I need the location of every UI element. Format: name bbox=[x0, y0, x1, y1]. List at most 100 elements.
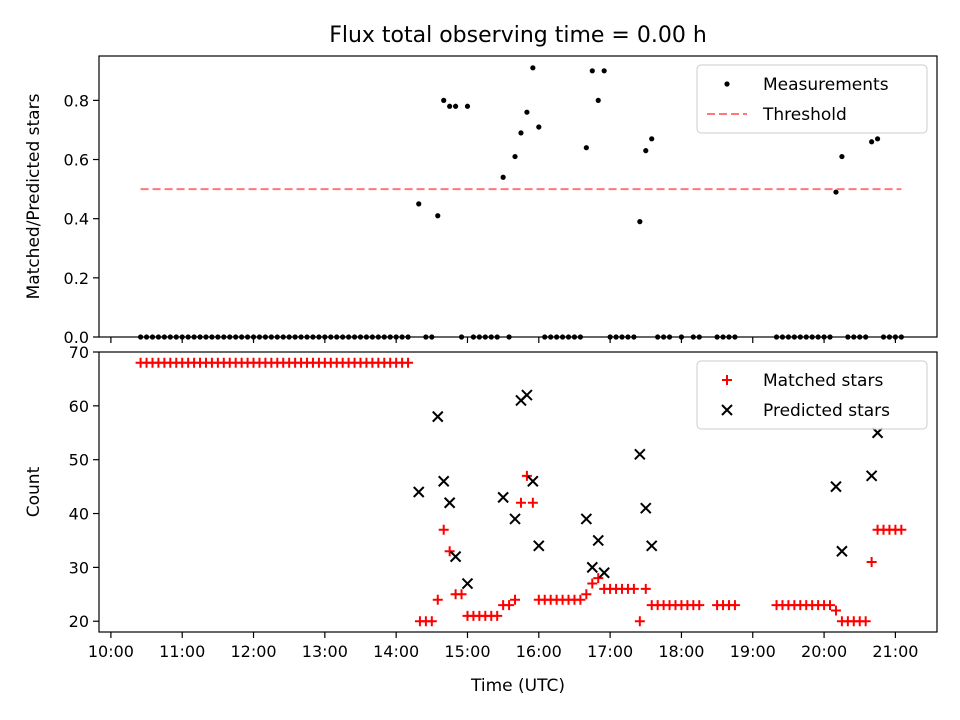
measurement-point bbox=[524, 109, 530, 115]
x-tick-label: 16:00 bbox=[516, 642, 562, 661]
measurement-point bbox=[191, 334, 197, 340]
predicted-star-point bbox=[634, 448, 646, 461]
measurement-point bbox=[286, 334, 292, 340]
measurement-point bbox=[898, 334, 904, 340]
measurement-point bbox=[470, 334, 477, 340]
measurement-point bbox=[809, 334, 815, 340]
measurement-point bbox=[227, 334, 233, 340]
predicted-star-point bbox=[438, 475, 450, 487]
matched-star-point bbox=[403, 357, 414, 368]
measurement-point bbox=[696, 334, 702, 340]
measurement-point bbox=[655, 334, 661, 340]
measurement-point bbox=[607, 334, 613, 340]
measurement-point bbox=[565, 334, 572, 340]
measurement-point bbox=[298, 334, 304, 340]
y-tick-label: 0.2 bbox=[64, 269, 89, 288]
measurement-point bbox=[554, 334, 560, 340]
measurement-point bbox=[351, 334, 358, 340]
y-axis-label: Matched/Predicted stars bbox=[24, 93, 44, 299]
measurement-point bbox=[387, 334, 393, 340]
measurement-point bbox=[221, 334, 227, 340]
matched-star-point bbox=[510, 594, 521, 605]
measurement-point bbox=[322, 334, 328, 340]
legend-marker bbox=[722, 375, 732, 385]
matched-star-point bbox=[521, 470, 532, 481]
matched-star-point bbox=[515, 497, 526, 508]
y-tick-label: 0.6 bbox=[64, 151, 89, 170]
legend-label: Matched stars bbox=[763, 371, 883, 391]
measurement-point bbox=[143, 334, 150, 340]
measurement-point bbox=[239, 334, 245, 340]
measurement-point bbox=[720, 334, 726, 340]
top-plot-panel: 0.0 0.2 0.4 0.6 0.8 Matched/Predicted stars Me… bbox=[24, 55, 938, 347]
legend-label: Predicted stars bbox=[763, 401, 890, 421]
legend-label: Measurements bbox=[763, 75, 889, 95]
measurement-point bbox=[464, 103, 471, 109]
measurement-point bbox=[619, 334, 625, 340]
measurement-point bbox=[363, 334, 370, 340]
measurement-point bbox=[803, 334, 809, 340]
measurement-point bbox=[328, 334, 334, 340]
measurement-point bbox=[161, 334, 167, 340]
measurement-point bbox=[785, 334, 792, 340]
measurement-point bbox=[262, 334, 269, 340]
chart-title: Flux total observing time = 0.00 h bbox=[329, 23, 707, 48]
measurement-point bbox=[839, 153, 845, 160]
measurement-point bbox=[500, 174, 506, 180]
matched-star-point bbox=[640, 583, 651, 594]
y-tick-label: 0.8 bbox=[64, 91, 89, 110]
measurement-point bbox=[399, 334, 405, 340]
predicted-star-point bbox=[443, 497, 456, 509]
measurement-point bbox=[661, 334, 667, 340]
measurement-point bbox=[589, 68, 595, 74]
measurement-point bbox=[185, 334, 191, 340]
matched-star-point bbox=[830, 605, 841, 616]
matched-star-point bbox=[432, 594, 443, 605]
measurement-point bbox=[203, 334, 209, 340]
measurement-point bbox=[601, 68, 607, 74]
predicted-star-point bbox=[449, 550, 462, 563]
measurement-point bbox=[435, 213, 441, 219]
matched-star-point bbox=[896, 524, 907, 535]
x-tick-label: 17:00 bbox=[587, 642, 633, 661]
measurement-point bbox=[726, 334, 732, 340]
measurement-point bbox=[155, 334, 162, 340]
measurement-point bbox=[886, 334, 893, 340]
measurement-point bbox=[571, 334, 578, 340]
measurement-point bbox=[678, 334, 685, 340]
predicted-star-point bbox=[830, 480, 842, 493]
measurement-point bbox=[292, 334, 298, 340]
predicted-star-point bbox=[646, 540, 658, 552]
measurement-point bbox=[649, 136, 655, 142]
legend-box bbox=[696, 360, 928, 430]
axes-frame bbox=[98, 55, 938, 338]
measurement-point bbox=[494, 334, 500, 340]
measurement-point bbox=[779, 334, 786, 340]
matched-star-point bbox=[575, 594, 586, 605]
measurement-point bbox=[773, 334, 780, 340]
x-tick-label: 10:00 bbox=[88, 642, 134, 661]
measurement-point bbox=[452, 103, 459, 109]
legend-label: Threshold bbox=[762, 105, 847, 125]
y-tick-label: 50 bbox=[69, 451, 89, 470]
measurement-point bbox=[274, 334, 280, 340]
bottom-plot-panel: 20 30 40 50 60 70 10:00 11:00 12:00 13:00 14:00 15:… bbox=[24, 343, 938, 696]
measurement-point bbox=[173, 334, 179, 340]
measurement-point bbox=[268, 334, 274, 340]
measurement-point bbox=[393, 334, 399, 340]
predicted-star-point bbox=[533, 540, 545, 552]
y-tick-label: 60 bbox=[69, 397, 89, 416]
y-tick-label: 70 bbox=[69, 343, 89, 362]
x-tick-label: 15:00 bbox=[444, 642, 490, 661]
matched-star-point bbox=[729, 600, 740, 611]
measurement-point bbox=[197, 334, 203, 340]
x-axis-label: Time (UTC) bbox=[470, 676, 565, 696]
measurement-point bbox=[869, 139, 875, 145]
measurement-point bbox=[357, 334, 364, 340]
x-tick-label: 13:00 bbox=[302, 642, 348, 661]
x-tick-label: 21:00 bbox=[872, 642, 918, 661]
measurement-point bbox=[690, 334, 696, 340]
measurement-point bbox=[458, 334, 465, 340]
predicted-star-point bbox=[509, 513, 521, 525]
